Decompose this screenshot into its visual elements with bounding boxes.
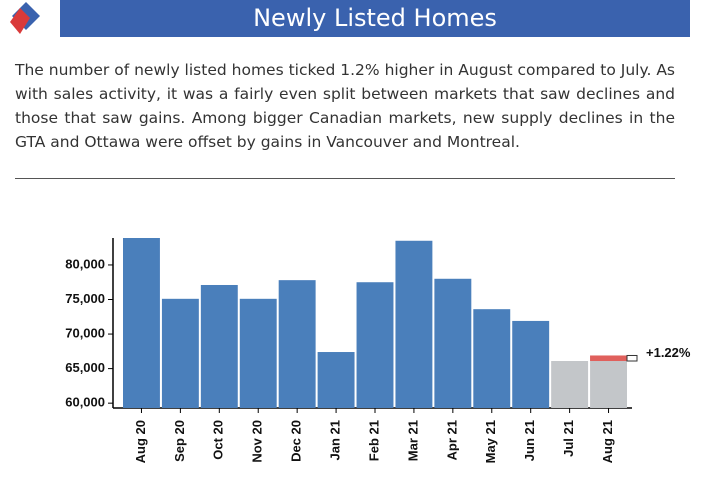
x-tick-label: Feb 21 xyxy=(366,420,381,461)
bar xyxy=(551,361,589,408)
y-tick-label: 60,000 xyxy=(65,395,105,410)
x-tick-label: May 21 xyxy=(483,420,498,463)
x-tick-label: Nov 20 xyxy=(250,420,265,463)
x-tick-label: Apr 21 xyxy=(444,420,459,460)
chart-title: Newly Listed Homes xyxy=(60,0,690,37)
x-tick-label: Aug 20 xyxy=(133,420,148,463)
x-tick-label: Jun 21 xyxy=(522,420,537,461)
x-tick-label: Oct 20 xyxy=(211,420,226,460)
bar xyxy=(512,320,550,408)
y-tick-label: 80,000 xyxy=(65,256,105,271)
logo xyxy=(10,2,40,34)
paragraph: The number of newly listed homes ticked … xyxy=(15,61,675,151)
bar xyxy=(473,309,511,408)
divider xyxy=(15,178,675,179)
x-tick-label: Mar 21 xyxy=(405,420,420,461)
y-tick-label: 70,000 xyxy=(65,325,105,340)
logo-red xyxy=(10,8,30,34)
annotation: +1.22% xyxy=(646,345,691,360)
change-box xyxy=(626,354,638,362)
bar xyxy=(200,284,238,408)
x-tick-label: Aug 21 xyxy=(600,420,615,463)
bar xyxy=(590,355,627,408)
bar xyxy=(239,298,277,408)
x-tick-label: Sep 20 xyxy=(172,420,187,462)
bar xyxy=(434,278,472,408)
bar xyxy=(161,298,199,408)
bar xyxy=(278,280,316,408)
bar xyxy=(317,352,355,408)
y-tick-label: 75,000 xyxy=(65,291,105,306)
bar xyxy=(395,240,433,408)
bar xyxy=(123,238,160,408)
x-tick-label: Jan 21 xyxy=(328,420,343,460)
change-segment xyxy=(590,355,627,362)
y-tick-label: 65,000 xyxy=(65,360,105,375)
x-tick-label: Dec 20 xyxy=(289,420,304,462)
x-tick-label: Jul 21 xyxy=(561,420,576,457)
bar xyxy=(356,282,394,408)
